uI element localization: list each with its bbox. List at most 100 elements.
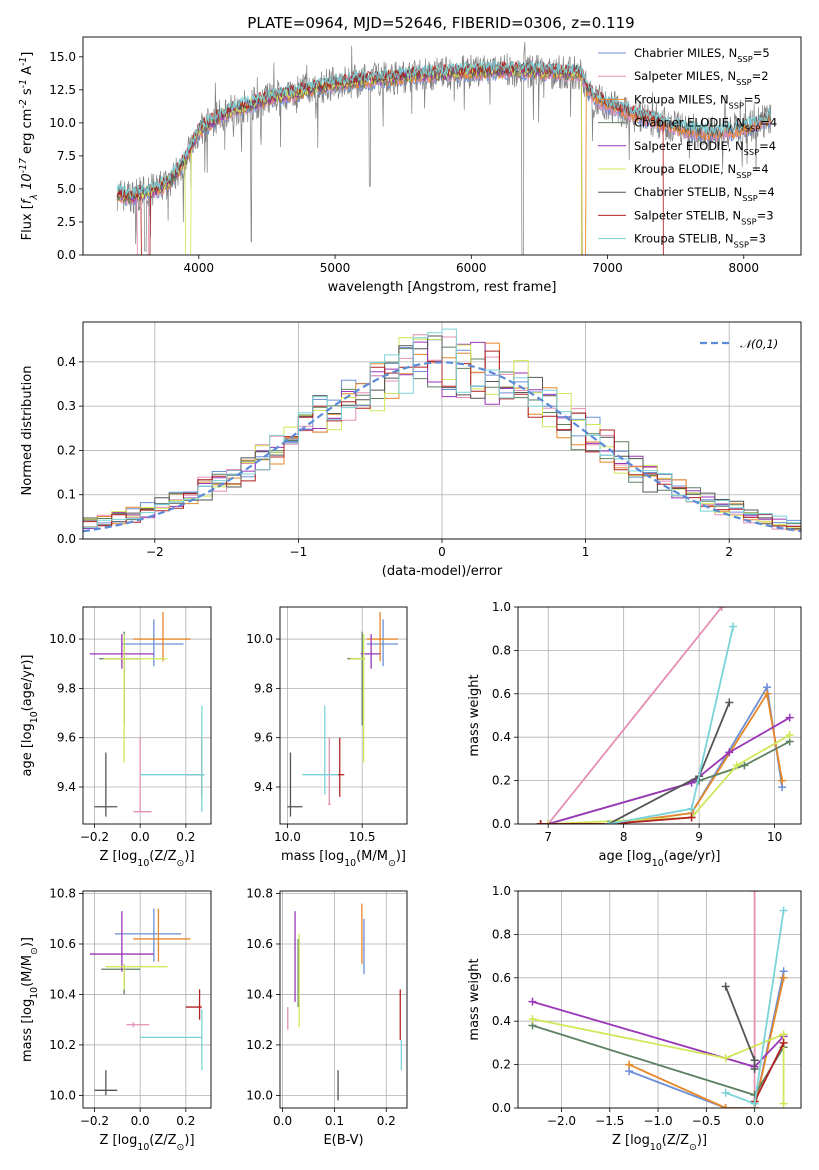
text-run: Flux [ <box>20 204 35 240</box>
math-script: SSP <box>729 100 744 110</box>
y-tick-label: 10.2 <box>246 1038 273 1052</box>
x-tick-label: 1 <box>582 545 590 559</box>
residual-hist-4 <box>83 341 801 529</box>
math-script: SSP <box>741 216 756 226</box>
x-tick-label: 7 <box>544 830 552 844</box>
x-axis-label: mass [log10(M/M⊙)] <box>281 849 406 869</box>
x-tick-label: −2.0 <box>547 1114 576 1128</box>
text-run: =4 <box>758 185 775 199</box>
mass-weight-marker-4 <box>785 713 794 722</box>
text-run: Kroupa ELODIE, N <box>634 162 736 176</box>
axes-frame <box>82 36 802 256</box>
text-run: Salpeter ELODIE, N <box>634 139 744 153</box>
math-script: 10 <box>137 858 149 869</box>
figure-title: PLATE=0964, MJD=52646, FIBERID=0306, z=0… <box>247 14 634 32</box>
y-tick-label: 15.0 <box>49 50 76 64</box>
text-run: (M/M <box>356 849 388 864</box>
y-tick-label: 0.0 <box>57 532 76 546</box>
math-script: 10 <box>29 711 40 723</box>
plot-area <box>89 908 203 1096</box>
y-tick-label: 1.0 <box>492 600 511 614</box>
mass-weight-marker-8 <box>687 804 696 813</box>
text-run: =3 <box>757 208 774 222</box>
text-run: )] <box>184 1133 194 1148</box>
text-run: mass [log <box>20 999 35 1062</box>
mass-weight-marker-6 <box>721 982 730 991</box>
mass-weight-line-7 <box>753 1042 785 1102</box>
x-tick-label: −1 <box>290 545 308 559</box>
gaussian-curve <box>83 361 801 533</box>
mass-weight-marker-6 <box>750 1064 759 1073</box>
x-tick-label: 0.1 <box>325 1114 344 1128</box>
y-tick-label: 0.3 <box>57 399 76 413</box>
y-axis-label: mass weight <box>467 674 482 756</box>
text-run: Chabrier ELODIE, N <box>634 116 745 130</box>
x-axis-label: Z [log10(Z/Z⊙)] <box>99 1133 194 1153</box>
y-tick-label: 12.5 <box>49 83 76 97</box>
y-tick-label: 0.4 <box>492 730 511 744</box>
mass-weight-line-6 <box>540 702 731 824</box>
x-axis-label: age [log10(age/yr)] <box>599 849 721 869</box>
model-spectrum-5 <box>116 63 583 255</box>
text-run: mass weight <box>467 958 482 1040</box>
axes-frame <box>82 606 212 825</box>
math-script: SSP <box>736 77 751 87</box>
mass-weight-line-2 <box>540 691 783 824</box>
y-tick-label: 0.2 <box>492 1058 511 1072</box>
text-run: age [log <box>599 849 652 864</box>
y-tick-label: 10.0 <box>246 632 273 646</box>
legend-entry-4: Salpeter ELODIE, NSSP=4 <box>634 139 776 157</box>
mass-weight-line-1 <box>547 607 723 824</box>
x-axis-label: Z [log10(Z/Z⊙)] <box>99 849 194 869</box>
y-tick-label: 0.2 <box>57 443 76 457</box>
mass-weight-marker-1 <box>717 607 726 611</box>
text-run: (Z/Z <box>149 1133 176 1148</box>
mass-weight-line-5 <box>548 734 791 824</box>
mass-weight-marker-2 <box>721 1104 730 1108</box>
text-run: erg cm <box>20 109 35 158</box>
text-run: wavelength [Angstrom, rest frame] <box>328 280 557 295</box>
x-tick-label: 8 <box>620 830 628 844</box>
axes-mass_weight_vs_Z: −2.0 −1.5 −1.0 −0.5 0.0 0.0 0.2 0.4 0.6 0.8 1.0 Z [… <box>467 884 802 1153</box>
text-run: =2 <box>752 69 769 83</box>
legend-entry-0: Chabrier MILES, NSSP=5 <box>634 46 770 64</box>
x-tick-label: 2 <box>725 545 733 559</box>
y-tick-label: 7.5 <box>57 149 76 163</box>
text-run: )] <box>20 937 35 947</box>
mass-weight-marker-5 <box>721 1054 730 1063</box>
plot-area <box>83 328 801 533</box>
x-axis-label: wavelength [Angstrom, rest frame] <box>328 280 557 295</box>
mass-weight-marker-8 <box>729 622 738 631</box>
y-tick-label: 9.6 <box>254 731 273 745</box>
y-tick-label: 9.4 <box>254 780 273 794</box>
y-tick-label: 10.0 <box>246 1088 273 1102</box>
legend-entry-2: Kroupa MILES, NSSP=5 <box>634 92 761 110</box>
legend-entry-1: Salpeter MILES, NSSP=2 <box>634 69 769 87</box>
x-tick-label: 0.0 <box>131 830 150 844</box>
x-tick-label: 0.2 <box>176 1114 195 1128</box>
y-axis-label: Normed distribution <box>20 366 35 496</box>
mass-weight-marker-8 <box>721 1088 730 1097</box>
legend-entry-7: Salpeter STELIB, NSSP=3 <box>634 208 774 226</box>
math-run: 10 <box>20 173 35 194</box>
legend-entry-3: Chabrier ELODIE, NSSP=4 <box>634 116 777 134</box>
mass-weight-marker-3 <box>740 761 749 770</box>
plot-area <box>89 611 205 817</box>
x-tick-label: 10.5 <box>349 830 376 844</box>
y-tick-label: 9.8 <box>57 681 76 695</box>
axes-frame <box>517 606 802 825</box>
x-tick-label: −0.2 <box>80 830 109 844</box>
y-tick-label: 2.5 <box>57 215 76 229</box>
mass-weight-marker-2 <box>779 973 788 982</box>
math-script: 10 <box>650 1142 662 1153</box>
x-axis-label: (data-model)/error <box>382 564 503 579</box>
axes-frame <box>279 890 408 1109</box>
math-run: 𝒩(0,1) <box>740 337 778 351</box>
axes-spectrum: 4000 5000 6000 7000 8000 0.0 2.5 5.0 7.5 10.0 12.5… <box>18 36 802 295</box>
gaussian-legend-label: 𝒩(0,1) <box>740 337 778 351</box>
plot-area <box>536 607 794 824</box>
y-tick-label: 0.8 <box>492 643 511 657</box>
legend-entry-8: Kroupa STELIB, NSSP=3 <box>634 232 766 250</box>
y-tick-label: 0.6 <box>492 687 511 701</box>
text-run: Kroupa MILES, N <box>634 92 729 106</box>
